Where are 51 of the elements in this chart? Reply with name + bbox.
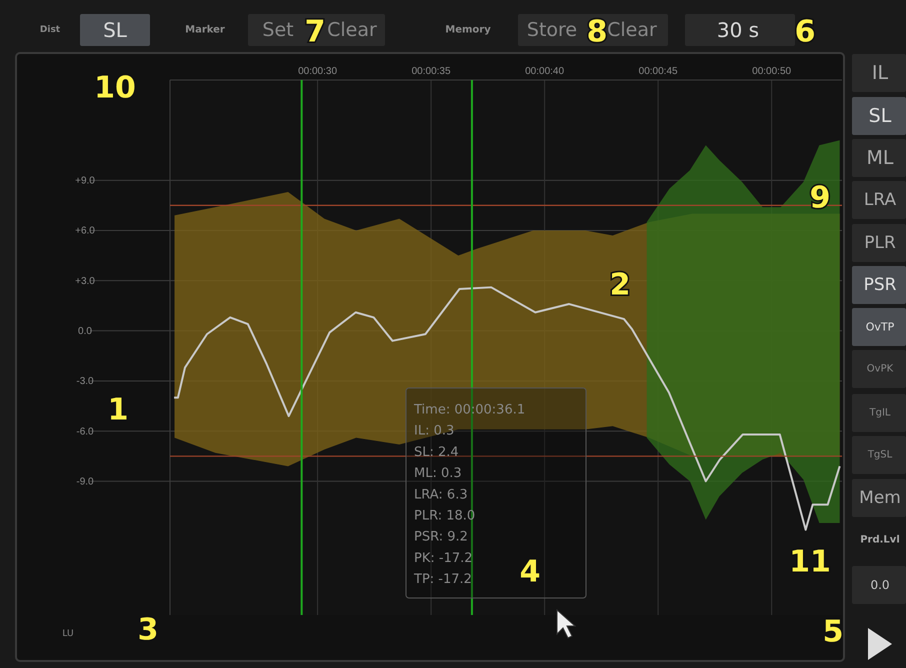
text: TgSL bbox=[866, 450, 893, 460]
text: PLR bbox=[864, 233, 896, 253]
annotation: Time: 00:00:36.1 bbox=[413, 402, 526, 418]
annotation: IL: 0.3 bbox=[414, 424, 454, 439]
text: Memory bbox=[445, 24, 492, 36]
x-tick-label: 00:00:45 bbox=[638, 66, 678, 77]
y-tick-label: +9.0 bbox=[75, 176, 96, 187]
text: SL bbox=[868, 105, 892, 127]
x-tick-label: 00:00:35 bbox=[412, 66, 451, 77]
y-tick-label: 0.0 bbox=[78, 326, 92, 337]
x-tick-label: 00:00:30 bbox=[298, 66, 338, 77]
text: OvTP bbox=[866, 320, 895, 334]
text: Mem bbox=[859, 488, 901, 508]
text: OvPK bbox=[866, 364, 894, 374]
text: 30 s bbox=[716, 18, 760, 42]
text: Prd.Lvl bbox=[860, 534, 900, 546]
text: 8 bbox=[586, 14, 608, 50]
text: PSR bbox=[864, 275, 897, 295]
text: Dist bbox=[40, 25, 61, 35]
annotation: TP: -17.2 bbox=[413, 572, 472, 588]
x-tick-label: 00:00:50 bbox=[752, 66, 792, 77]
text: Marker bbox=[185, 24, 225, 36]
annotation: ML: 0.3 bbox=[414, 466, 462, 482]
text: 1 bbox=[108, 392, 128, 428]
annotation: PSR: 9.2 bbox=[414, 530, 468, 545]
y-tick-label: +3.0 bbox=[75, 276, 96, 287]
y-tick-label: -3.0 bbox=[76, 376, 94, 388]
text: TgIL bbox=[868, 408, 891, 418]
annotation: 4 bbox=[520, 554, 540, 590]
text: LU bbox=[62, 629, 74, 639]
text: Set bbox=[262, 19, 294, 41]
y-tick-label: +6.0 bbox=[75, 226, 96, 237]
text: Store bbox=[526, 19, 578, 41]
annotation: 5 bbox=[822, 614, 844, 650]
text: 0.0 bbox=[870, 578, 890, 592]
y-tick-label: -6.0 bbox=[76, 426, 94, 438]
text: Clear bbox=[607, 19, 658, 41]
text: IL bbox=[872, 62, 888, 84]
text: LRA bbox=[864, 190, 896, 210]
text: SL bbox=[103, 18, 128, 42]
text: 3 bbox=[138, 612, 158, 648]
annotation: 11 bbox=[789, 544, 831, 580]
text: 6 bbox=[794, 14, 816, 50]
annotation: LRA: 6.3 bbox=[414, 487, 468, 502]
annotation: 2 bbox=[610, 268, 630, 302]
text: ML bbox=[866, 147, 894, 169]
text: Clear bbox=[327, 19, 378, 41]
text: 7 bbox=[304, 14, 326, 50]
text: 10 bbox=[94, 70, 136, 106]
x-tick-label: 00:00:40 bbox=[525, 66, 564, 77]
y-tick-label: -9.0 bbox=[76, 476, 94, 488]
